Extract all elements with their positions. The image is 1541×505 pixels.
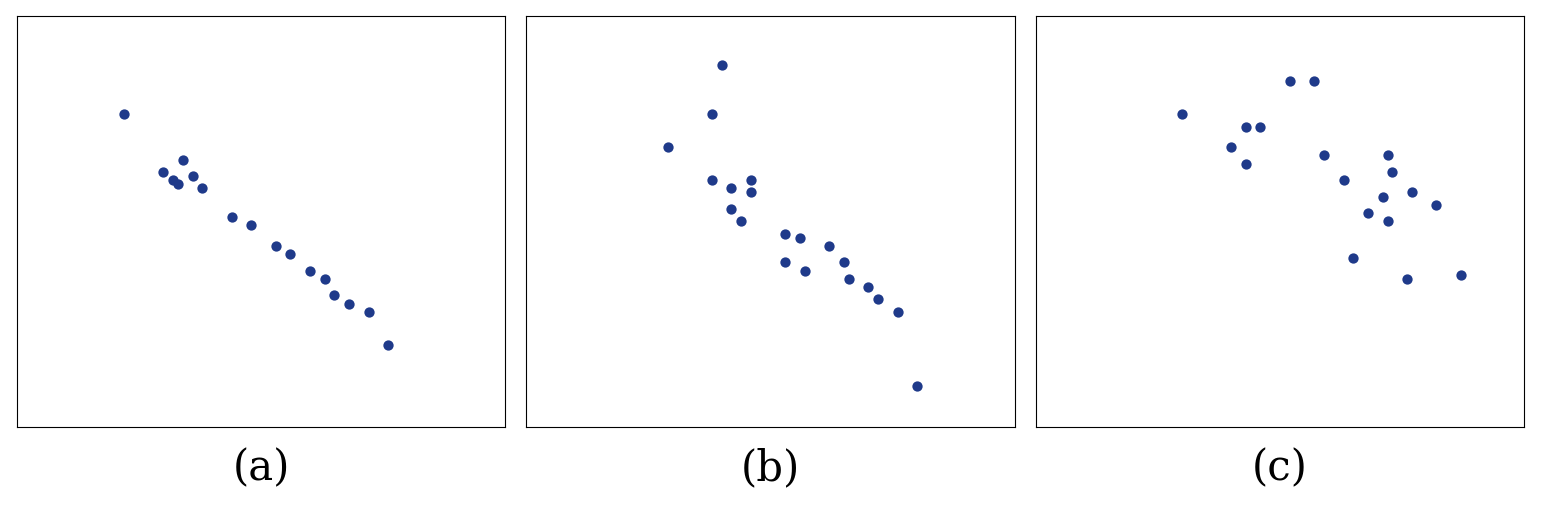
Point: [885, 308, 909, 316]
Point: [322, 292, 347, 300]
Point: [171, 156, 196, 164]
Point: [700, 111, 724, 119]
Point: [866, 296, 891, 304]
Point: [1277, 78, 1302, 86]
Point: [356, 308, 381, 316]
Point: [1449, 271, 1473, 279]
X-axis label: (b): (b): [741, 446, 800, 488]
Point: [1233, 161, 1257, 169]
Point: [1370, 193, 1395, 201]
Point: [1356, 210, 1381, 218]
Point: [709, 62, 734, 70]
Point: [1248, 123, 1273, 131]
Point: [774, 259, 798, 267]
Point: [1381, 169, 1405, 177]
Point: [700, 177, 724, 185]
Point: [720, 185, 744, 193]
Point: [336, 300, 361, 308]
Point: [165, 181, 190, 189]
Point: [190, 185, 214, 193]
Point: [239, 222, 264, 230]
Point: [264, 242, 288, 250]
Point: [112, 111, 137, 119]
Point: [817, 242, 841, 250]
Point: [1424, 201, 1449, 210]
Point: [1302, 78, 1327, 86]
Point: [1399, 189, 1424, 197]
Point: [792, 267, 817, 275]
Point: [1311, 152, 1336, 160]
Point: [905, 382, 929, 390]
Point: [1375, 152, 1399, 160]
Point: [1331, 177, 1356, 185]
X-axis label: (a): (a): [233, 446, 290, 488]
Point: [832, 259, 857, 267]
Point: [738, 177, 763, 185]
Point: [729, 218, 754, 226]
Point: [1341, 255, 1365, 263]
Point: [1375, 218, 1399, 226]
Point: [787, 234, 812, 242]
Point: [1233, 123, 1257, 131]
Point: [720, 206, 744, 214]
Point: [219, 214, 243, 222]
Point: [297, 267, 322, 275]
Point: [180, 173, 205, 181]
Point: [151, 169, 176, 177]
Point: [837, 275, 861, 283]
Point: [160, 177, 185, 185]
Point: [1395, 275, 1419, 283]
Point: [277, 250, 302, 259]
Point: [738, 189, 763, 197]
Point: [655, 144, 680, 152]
Point: [1219, 144, 1244, 152]
Point: [855, 283, 880, 291]
Point: [376, 341, 401, 349]
Point: [1170, 111, 1194, 119]
Point: [774, 230, 798, 238]
X-axis label: (c): (c): [1251, 446, 1308, 488]
Point: [313, 275, 337, 283]
